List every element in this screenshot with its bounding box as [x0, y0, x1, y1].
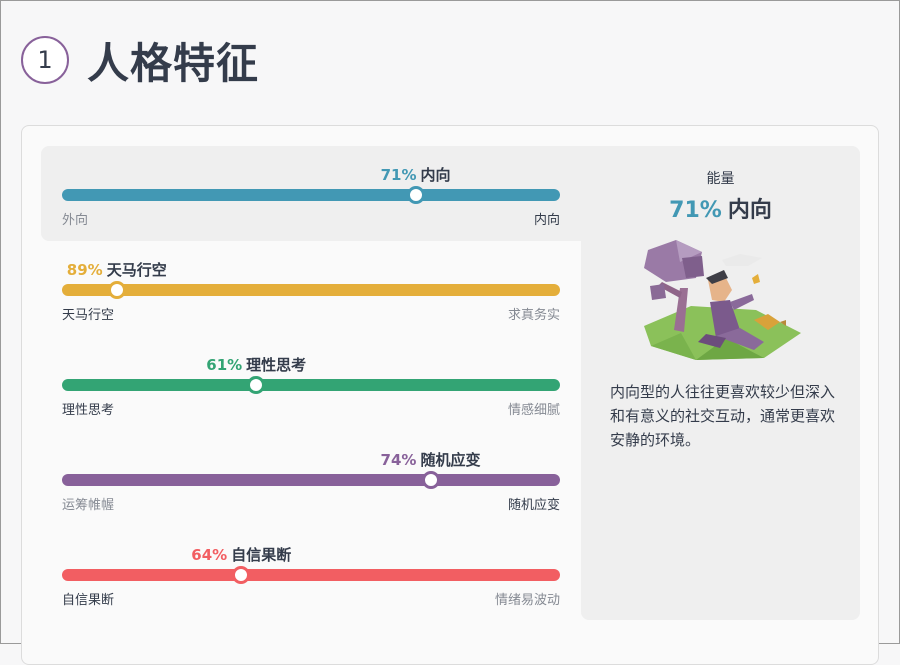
trait-detail-percent: 71% [669, 198, 722, 223]
trait-description: 内向型的人往往更喜欢较少但深入和有意义的社交互动，通常更喜欢安静的环境。 [610, 383, 836, 449]
grass-shade-shape [696, 338, 764, 360]
trait-label: 64% 自信果断 [191, 544, 291, 565]
trait-row-identity[interactable]: 64% 自信果断 自信果断 情绪易波动 [62, 544, 560, 614]
trait-bar [62, 474, 560, 486]
trait-name: 自信果断 [231, 546, 292, 564]
person-leg-shape [698, 334, 726, 348]
turtle-head-shape [780, 320, 786, 326]
trait-bar [62, 189, 560, 201]
trait-slider-knob[interactable] [247, 376, 266, 394]
trait-category-caption: 能量 [706, 171, 735, 187]
trait-left-pole: 理性思考 [62, 403, 115, 418]
trait-left-pole: 运筹帷幄 [62, 498, 115, 513]
page-title: 人格特征 [87, 38, 260, 88]
trait-label: 89% 天马行空 [67, 259, 167, 280]
trait-slider-knob[interactable] [107, 281, 126, 299]
cloud-shape [722, 254, 762, 266]
tree-canopy-shape [650, 284, 666, 300]
person-arm-shape [730, 294, 754, 310]
trait-right-pole: 情绪易波动 [494, 593, 560, 608]
trait-right-pole: 内向 [533, 213, 560, 228]
tree-canopy-shape [682, 256, 704, 278]
trait-left-pole: 天马行空 [62, 308, 115, 323]
trait-slider-knob[interactable] [406, 186, 425, 204]
trait-bar [62, 379, 560, 391]
trait-label: 61% 理性思考 [206, 354, 306, 375]
trait-name: 随机应变 [420, 451, 481, 469]
trait-name: 内向 [420, 166, 451, 184]
trait-percent: 71% [380, 166, 417, 184]
step-number-badge: 1 [21, 36, 69, 84]
trait-slider-knob[interactable] [232, 566, 251, 584]
trait-detail-name: 内向 [727, 198, 772, 223]
tree-canopy-shade-shape [676, 240, 702, 262]
trait-name: 理性思考 [246, 356, 307, 374]
trait-right-pole: 随机应变 [507, 498, 560, 513]
turtle-shell-shape [754, 314, 780, 330]
butterfly-shape [752, 274, 760, 284]
trait-detail-value: 71% 内向 [581, 192, 860, 224]
trait-row-tactics[interactable]: 74% 随机应变 运筹帷幄 随机应变 [62, 449, 560, 519]
trait-left-pole: 自信果断 [62, 593, 115, 608]
trait-label: 71% 内向 [381, 164, 451, 185]
trait-percent: 64% [191, 546, 228, 564]
tree-trunk-shape [674, 288, 688, 332]
trait-percent: 61% [206, 356, 243, 374]
trait-percent: 74% [380, 451, 417, 469]
person-hair-shape [706, 270, 728, 284]
trait-label: 74% 随机应变 [381, 449, 481, 470]
trait-right-pole: 情感细腻 [507, 403, 560, 418]
section-header: 1 人格特征 [21, 31, 259, 89]
trait-slider-knob[interactable] [421, 471, 440, 489]
person-body-shape [710, 300, 740, 338]
trait-bar [62, 284, 560, 296]
step-number: 1 [37, 46, 53, 74]
trait-bar [62, 569, 560, 581]
trait-row-mind[interactable]: 89% 天马行空 天马行空 求真务实 [62, 259, 560, 329]
trait-percent: 89% [66, 261, 103, 279]
trait-row-nature[interactable]: 61% 理性思考 理性思考 情感细腻 [62, 354, 560, 424]
person-leg-shape [716, 328, 764, 350]
trait-detail-panel: 能量 71% 内向 内向型的人往往更喜欢较少但深入和有意义的社交互动，通常更喜欢安… [581, 146, 860, 620]
trait-row-energy[interactable]: 71% 内向 外向 内向 [62, 164, 560, 234]
grass-shade-shape [651, 333, 696, 360]
person-sitting-under-tree-illustration [644, 240, 801, 360]
trait-left-pole: 外向 [62, 213, 89, 228]
trait-name: 天马行空 [106, 261, 167, 279]
trait-right-pole: 求真务实 [507, 308, 560, 323]
